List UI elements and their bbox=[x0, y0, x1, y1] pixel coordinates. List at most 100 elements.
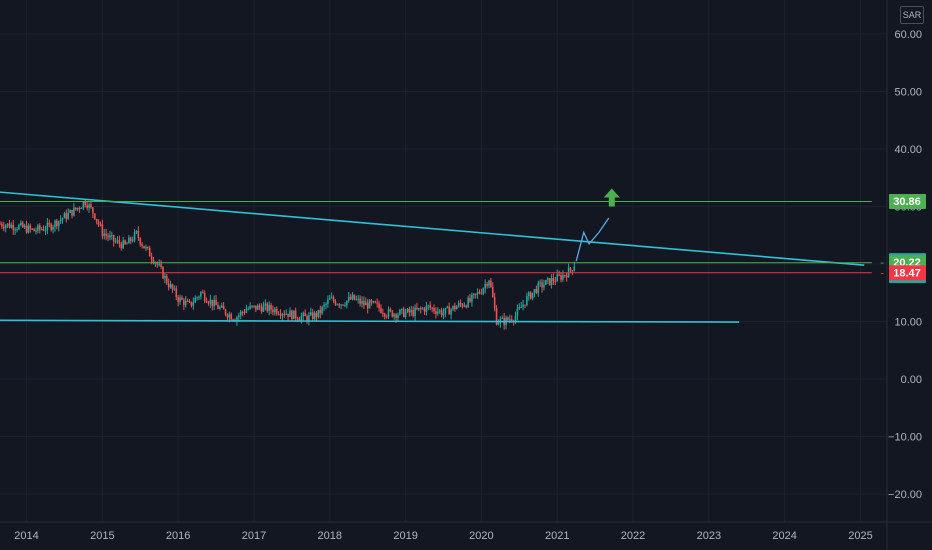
candle-body bbox=[220, 305, 223, 308]
price-axis[interactable]: 60.0050.0040.0030.0020.0010.000.00−10.00… bbox=[886, 0, 922, 550]
drawings[interactable] bbox=[0, 188, 872, 323]
candle-body bbox=[410, 310, 413, 313]
candle-body bbox=[291, 310, 293, 320]
candle-body bbox=[391, 310, 394, 317]
candle-body bbox=[105, 233, 107, 236]
candle-body bbox=[120, 243, 123, 249]
candle-body bbox=[192, 302, 195, 306]
candle-body bbox=[243, 312, 246, 314]
projection-path[interactable] bbox=[575, 217, 610, 262]
candle-body bbox=[10, 224, 13, 228]
candle-body bbox=[18, 225, 20, 230]
candle-body bbox=[236, 317, 238, 322]
candle-body bbox=[230, 314, 233, 320]
candle-body bbox=[277, 313, 280, 315]
candle-body bbox=[95, 218, 98, 222]
candle-body bbox=[285, 313, 287, 315]
candle-body bbox=[317, 309, 320, 317]
candle-body bbox=[327, 299, 329, 304]
candle-body bbox=[457, 302, 460, 307]
x-tick-label: 2020 bbox=[469, 530, 493, 542]
candle-body bbox=[476, 292, 479, 295]
y-tick-label: 50.00 bbox=[894, 87, 922, 99]
candle-body bbox=[188, 300, 191, 302]
candle-body bbox=[80, 208, 83, 210]
candle-body bbox=[27, 225, 30, 233]
candle-body bbox=[209, 299, 212, 304]
candle-body bbox=[484, 284, 486, 289]
candle-body bbox=[139, 238, 142, 245]
candle-body bbox=[401, 308, 403, 310]
x-tick-label: 2024 bbox=[772, 530, 796, 542]
candle-body bbox=[50, 224, 52, 230]
candle-body bbox=[342, 304, 344, 306]
candle-body bbox=[323, 304, 325, 307]
descending-trendline[interactable] bbox=[0, 191, 865, 266]
candle-body bbox=[330, 297, 333, 299]
candle-body bbox=[226, 314, 229, 318]
candle-body bbox=[213, 299, 215, 307]
candle-body bbox=[175, 288, 178, 298]
candle-body bbox=[52, 226, 54, 230]
candle-body bbox=[40, 229, 43, 231]
candle-body bbox=[563, 274, 566, 276]
candle-body bbox=[304, 313, 306, 317]
candle-body bbox=[103, 233, 106, 236]
candle-body bbox=[334, 301, 337, 305]
candle-body bbox=[332, 297, 335, 302]
candle-body bbox=[99, 224, 102, 226]
y-tick-label: 40.00 bbox=[894, 144, 922, 156]
candle-body bbox=[507, 317, 509, 320]
candle-body bbox=[541, 282, 543, 288]
candle-body bbox=[423, 308, 426, 312]
candle-body bbox=[490, 280, 492, 288]
candle-body bbox=[29, 225, 32, 229]
candle-body bbox=[270, 304, 272, 310]
price-badge-prefix: - bbox=[880, 267, 884, 279]
candle-body bbox=[0, 223, 1, 225]
candle-body bbox=[292, 310, 295, 320]
candle-body bbox=[184, 300, 187, 306]
candle-body bbox=[21, 222, 24, 228]
candle-body bbox=[550, 278, 553, 285]
candle-body bbox=[545, 279, 547, 285]
candle-body bbox=[571, 270, 574, 272]
x-tick-label: 2014 bbox=[14, 530, 38, 542]
candle-body bbox=[152, 259, 155, 264]
candle-body bbox=[408, 308, 411, 313]
candle-body bbox=[145, 246, 147, 249]
candle-body bbox=[442, 313, 445, 316]
candle-body bbox=[404, 312, 407, 317]
time-axis[interactable]: 2014 2015 2016 2017 2018 2019 2020 2021 2022 2023… bbox=[0, 521, 932, 542]
candle-body bbox=[126, 243, 128, 245]
currency-label[interactable]: SAR bbox=[900, 6, 924, 24]
candle-body bbox=[8, 223, 11, 228]
candle-body bbox=[353, 294, 356, 300]
candle-body bbox=[287, 313, 289, 317]
support-trendline[interactable] bbox=[0, 319, 740, 323]
candle-body bbox=[48, 222, 51, 225]
price-badge bbox=[889, 194, 926, 210]
candle-body bbox=[321, 306, 324, 314]
candle-body bbox=[63, 213, 66, 219]
candle-body bbox=[238, 315, 240, 318]
price-badge-label: 30.86 bbox=[893, 196, 921, 208]
candle-body bbox=[402, 308, 405, 317]
x-tick-label: 2016 bbox=[166, 530, 190, 542]
candle-body bbox=[556, 274, 559, 282]
candle-body bbox=[315, 312, 318, 317]
candle-body bbox=[529, 292, 532, 299]
candle-body bbox=[501, 317, 504, 319]
candle-body bbox=[302, 313, 305, 317]
candle-body bbox=[14, 229, 16, 231]
candle-body bbox=[109, 235, 111, 238]
candle-body bbox=[364, 302, 367, 306]
candle-body bbox=[251, 305, 253, 307]
up-arrow-icon[interactable] bbox=[603, 188, 620, 207]
candle-body bbox=[201, 292, 204, 294]
candle-body bbox=[82, 202, 85, 209]
candle-body bbox=[319, 309, 322, 314]
candle-body bbox=[336, 304, 339, 306]
candle-body bbox=[274, 308, 276, 313]
